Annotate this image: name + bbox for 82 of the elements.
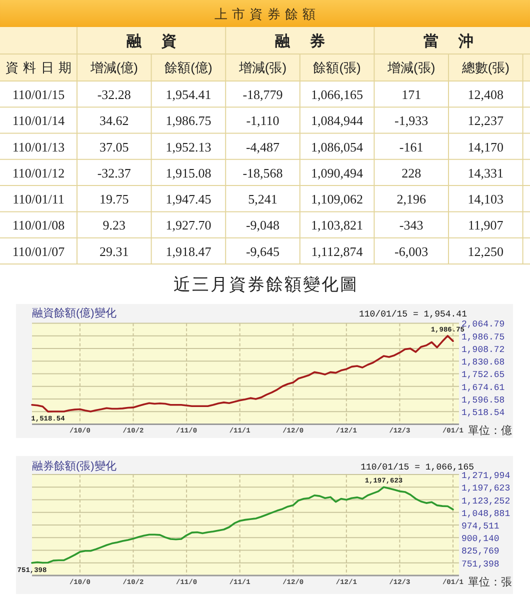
- text: 110/01/15 = 1,066,165: [360, 462, 474, 472]
- y-tick-label: 1,908.72: [462, 344, 505, 355]
- data-label: -4,487: [246, 139, 280, 154]
- data-label: 1,952.13: [166, 139, 212, 154]
- y-tick-label: 110/01/08: [12, 218, 65, 233]
- data-label: 14,103: [468, 192, 504, 207]
- y-axis-title: 單位：億: [468, 424, 512, 438]
- y-tick-label: 1,048,881: [462, 508, 510, 519]
- data-label: -6,003: [394, 244, 428, 259]
- x-tick-label: 餘額(億): [164, 60, 212, 75]
- data-label: 1,986.75: [166, 113, 212, 128]
- y-tick-label: 1,197,623: [462, 484, 510, 494]
- y-tick-label: 1,752.65: [462, 370, 505, 380]
- data-label: 1,954.41: [166, 87, 212, 102]
- y-axis-title: 單位：張: [468, 576, 512, 588]
- data-label: 1,103,821: [311, 218, 364, 233]
- data-label: 1,066,165: [311, 87, 364, 102]
- data-label: 14,331: [468, 165, 504, 180]
- data-label: 171: [402, 87, 422, 102]
- y-tick-label: 110/01/15: [12, 87, 65, 102]
- data-label: 12,250: [468, 244, 504, 259]
- y-tick-label: 900,140: [462, 534, 500, 544]
- y-tick-label: 1,123,252: [462, 496, 510, 506]
- text: 110/01/15 = 1,954.41: [358, 310, 467, 320]
- data-label: 11,907: [468, 218, 504, 233]
- data-label: -343: [399, 218, 424, 233]
- text: 融券: [274, 33, 345, 50]
- chart-subtitle: 融資餘額(億)變化: [32, 306, 116, 320]
- y-tick-label: 110/01/14: [12, 113, 66, 128]
- data-label: -32.37: [97, 165, 132, 180]
- data-label: 34.62: [100, 113, 129, 128]
- y-tick-label: 1,271,994: [462, 471, 510, 481]
- chart-title: 上市資券餘額: [214, 6, 320, 22]
- y-tick-label: 825,769: [462, 546, 500, 557]
- chart-title: 融券餘額(張)變化: [32, 460, 116, 472]
- data-label: 19.75: [100, 192, 129, 207]
- data-label: 2,196: [396, 192, 426, 207]
- data-label: 1,918.47: [166, 244, 212, 259]
- y-tick-label: 110/01/12: [12, 165, 65, 180]
- data-label: 5,241: [248, 192, 278, 207]
- data-label: -9,645: [246, 244, 280, 259]
- y-tick-label: 751,398: [462, 559, 500, 570]
- y-tick-label: 1,518.54: [462, 408, 505, 418]
- data-label: -1,110: [246, 113, 280, 128]
- data-label: 228: [402, 165, 422, 180]
- y-tick-label: 110/01/13: [12, 139, 65, 154]
- data-label: 1,084,944: [311, 113, 364, 128]
- y-tick-label: 974,511: [462, 522, 500, 532]
- y-tick-label: 1,830.68: [462, 358, 505, 368]
- data-label: 12,408: [468, 87, 504, 102]
- text: 融資: [126, 33, 196, 50]
- data-label: 1,090,494: [311, 165, 364, 180]
- y-axis-title: 資料日期: [6, 60, 76, 75]
- data-label: 29.31: [100, 244, 129, 259]
- data-label: 1,086,054: [311, 139, 364, 154]
- data-label: -1,933: [394, 113, 428, 128]
- data-label: 37.05: [100, 139, 129, 154]
- data-label: 9.23: [102, 218, 126, 233]
- data-label: 1,109,062: [311, 192, 364, 207]
- x-tick-label: 增減(億): [89, 60, 138, 75]
- y-tick-label: 110/01/07: [12, 244, 66, 259]
- x-tick-label: 餘額(張): [313, 60, 361, 75]
- data-label: 1,927.70: [166, 218, 212, 233]
- x-tick-label: 總數(張): [460, 60, 510, 75]
- data-label: 12,237: [468, 113, 504, 128]
- data-label: 1,947.45: [166, 192, 212, 207]
- y-tick-label: 1,986.75: [462, 332, 505, 342]
- chart-title: 近三月資券餘額變化圖: [173, 275, 358, 294]
- data-label: -18,779: [242, 87, 283, 102]
- data-label: -18,568: [242, 165, 283, 180]
- data-label: 14,170: [468, 139, 504, 154]
- x-tick-label: 增減(張): [238, 60, 287, 75]
- y-tick-label: 110/01/11: [12, 192, 64, 207]
- data-label: 1,915.08: [166, 165, 212, 180]
- data-label: -9,048: [246, 218, 280, 233]
- x-tick-label: 增減(張): [386, 60, 436, 75]
- data-label: -161: [399, 139, 424, 154]
- y-tick-label: 1,674.61: [462, 382, 505, 393]
- data-label: 1,112,874: [311, 244, 364, 259]
- text: 當沖: [424, 33, 494, 50]
- data-label: -32.28: [97, 87, 131, 102]
- y-tick-label: 1,596.58: [462, 395, 505, 406]
